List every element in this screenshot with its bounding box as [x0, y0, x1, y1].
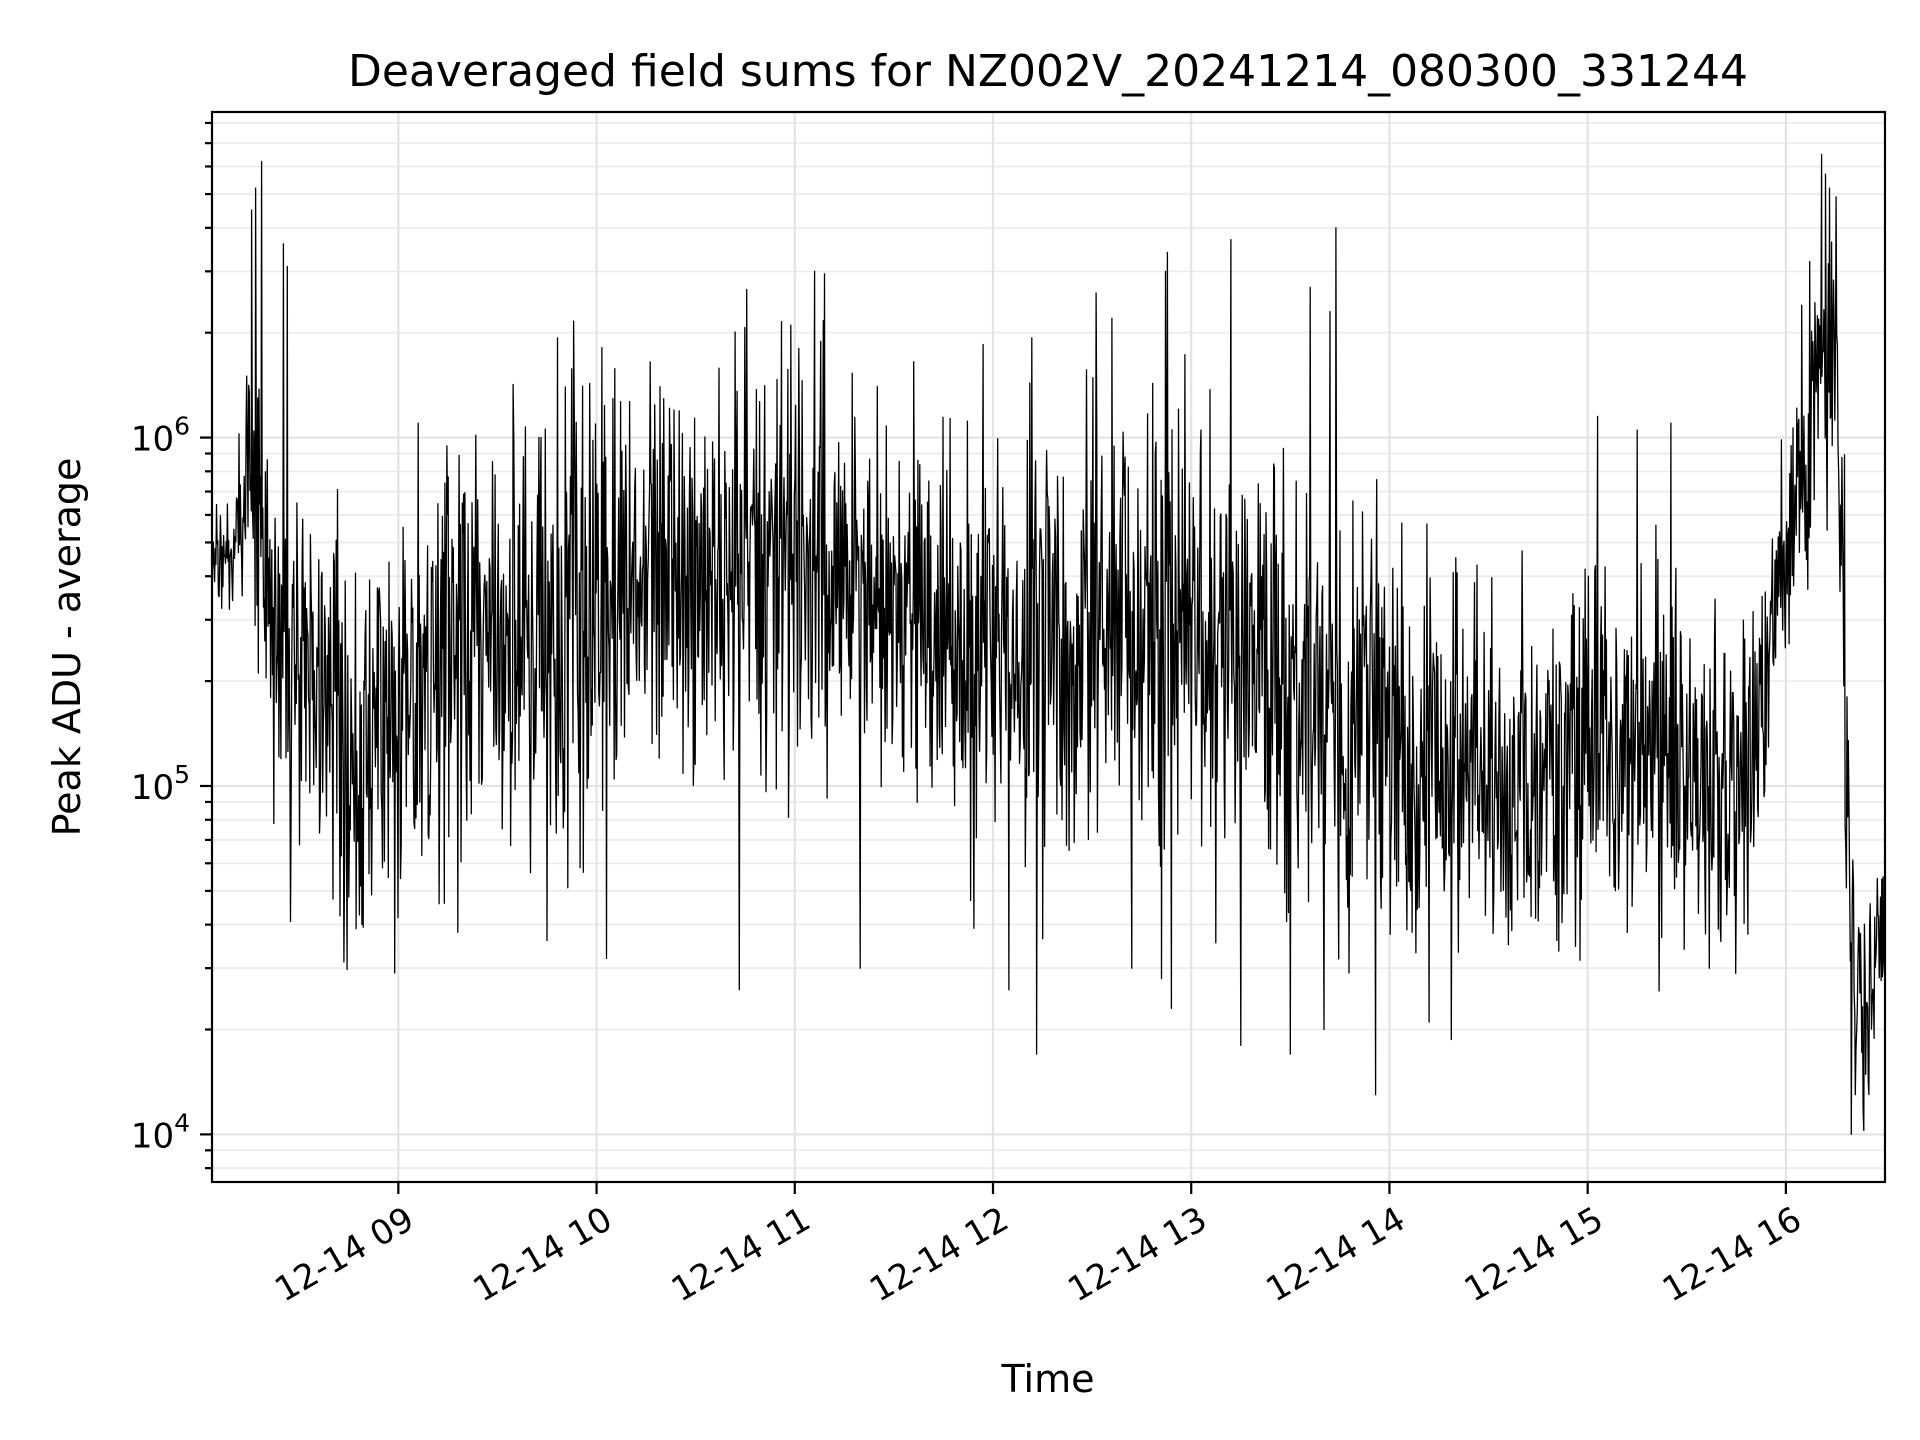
- y-tick-base: 10: [131, 420, 174, 460]
- y-tick-label: 104: [131, 1108, 190, 1156]
- y-tick-exponent: 6: [174, 412, 190, 441]
- x-tick-label: 12-14 10: [467, 1199, 619, 1310]
- y-tick-label: 106: [131, 412, 190, 460]
- plot-frame: [210, 110, 1887, 1184]
- y-tick-base: 10: [131, 768, 174, 808]
- series-layer: [212, 153, 1885, 1136]
- y-tick-exponent: 4: [174, 1108, 190, 1137]
- series-line: [212, 153, 1885, 1136]
- y-tick-label: 105: [131, 760, 190, 808]
- chart-title: Deaveraged field sums for NZ002V_2024121…: [348, 46, 1748, 97]
- x-tick-label: 12-14 09: [268, 1199, 420, 1310]
- x-tick-label: 12-14 14: [1260, 1199, 1412, 1310]
- y-tick-exponent: 5: [174, 760, 190, 789]
- y-axis-label: Peak ADU - average: [45, 458, 89, 837]
- y-tick-base: 10: [131, 1116, 174, 1156]
- x-tick-label: 12-14 11: [665, 1199, 817, 1310]
- x-tick-label: 12-14 12: [863, 1199, 1015, 1310]
- x-tick-label: 12-14 16: [1656, 1199, 1808, 1310]
- x-tick-label: 12-14 13: [1061, 1199, 1213, 1310]
- x-axis-label: Time: [1001, 1357, 1095, 1401]
- x-tick-label: 12-14 15: [1458, 1199, 1610, 1310]
